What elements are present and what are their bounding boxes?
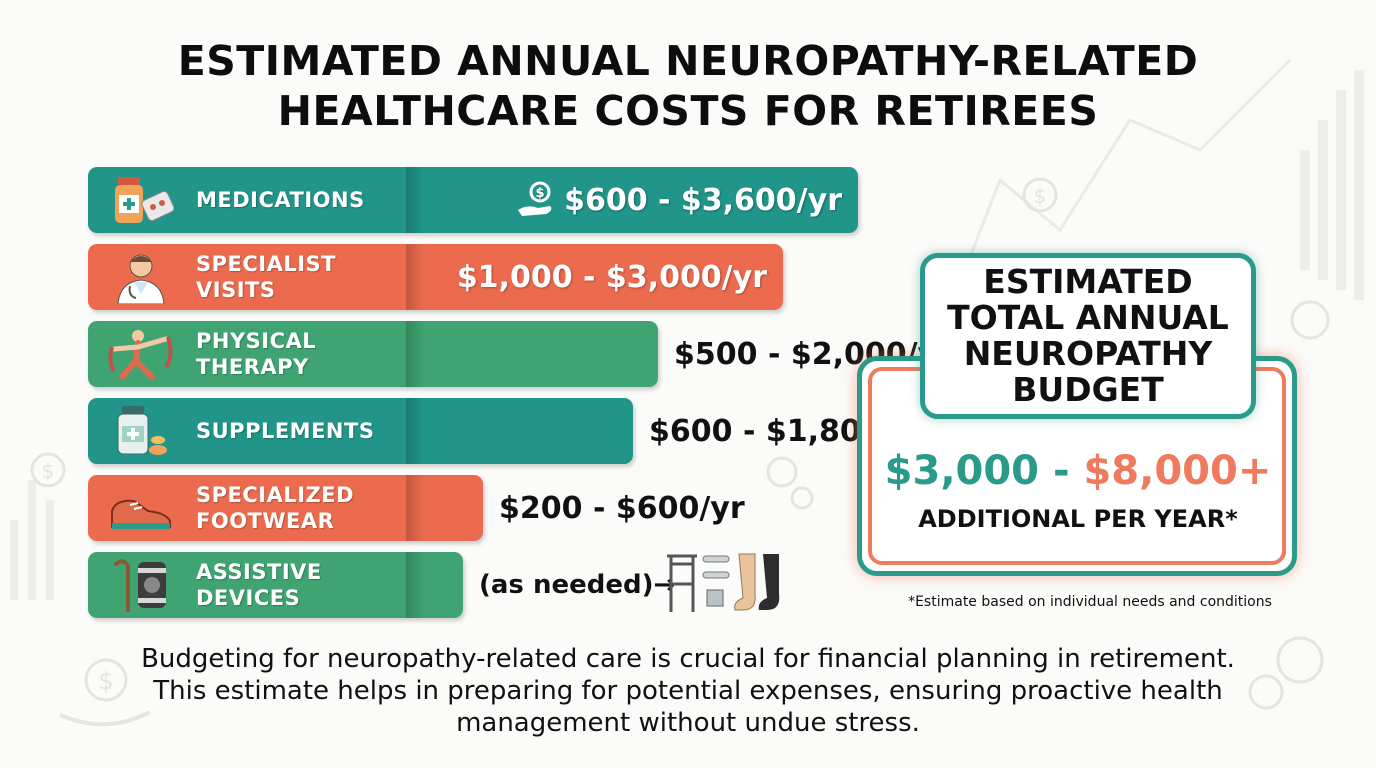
bar-specialist-visits: SPECIALIST VISITS [88, 244, 783, 310]
value-label: $ $600 - $3,600/yr [516, 167, 842, 233]
budget-range-low: $3,000 [884, 448, 1040, 494]
svg-text:$: $ [42, 459, 55, 483]
title-line-2: HEALTHCARE COSTS FOR RETIREES [277, 87, 1099, 135]
bar-physical-therapy: PHYSICAL THERAPY [88, 321, 658, 387]
value-label: $1,000 - $3,000/yr [456, 259, 767, 295]
budget-subtitle: ADDITIONAL PER YEAR* [918, 505, 1238, 533]
bar-fold-shadow [406, 475, 424, 541]
shoe-icon [108, 481, 174, 535]
walker-and-compression-socks-icon [667, 553, 780, 612]
stretching-person-icon [108, 327, 174, 381]
bar-assistive-devices: ASSISTIVE DEVICES [88, 552, 463, 618]
summary-text: Budgeting for neuropathy-related care is… [141, 644, 1235, 738]
value-text: $600 - $3,600/yr [564, 182, 842, 218]
category-label: PHYSICAL THERAPY [196, 329, 317, 379]
bar-fold-shadow [406, 398, 424, 464]
svg-text:$: $ [98, 667, 113, 695]
budget-range-separator: - [1039, 448, 1084, 494]
medicine-bottle-icon [108, 173, 175, 227]
bar-fold-shadow [406, 244, 424, 310]
money-hand-icon: $ [518, 181, 552, 216]
cane-and-brace-icon [108, 558, 174, 612]
supplement-bottle-icon [108, 404, 174, 458]
category-label: SUPPLEMENTS [196, 419, 375, 443]
cost-bar-chart: MEDICATIONS $ $600 - $3,600/yr SPECIALIST V… [88, 163, 952, 623]
svg-text:$: $ [1034, 184, 1047, 208]
doctor-icon [108, 250, 174, 305]
bar-fold-shadow [406, 321, 424, 387]
value-label: (as needed)→ [479, 570, 676, 600]
chart-title: ESTIMATED ANNUAL NEUROPATHY-RELATED HEAL… [0, 36, 1376, 136]
budget-footnote: *Estimate based on individual needs and … [908, 594, 1272, 610]
bar-fold-shadow [406, 167, 424, 233]
svg-text:$: $ [536, 186, 545, 201]
budget-range-high: $8,000+ [1083, 448, 1272, 494]
title-line-1: ESTIMATED ANNUAL NEUROPATHY-RELATED [177, 37, 1199, 85]
bar-medications: MEDICATIONS [88, 167, 858, 233]
category-label: SPECIALIZED FOOTWEAR [196, 483, 355, 533]
bar-fold-shadow [406, 552, 424, 618]
category-label: SPECIALIST VISITS [196, 252, 336, 302]
value-label: $200 - $600/yr [499, 490, 745, 526]
bar-specialized-footwear: SPECIALIZED FOOTWEAR [88, 475, 483, 541]
budget-range: $3,000 - $8,000+ [862, 448, 1294, 494]
bar-supplements: SUPPLEMENTS [88, 398, 633, 464]
category-label: ASSISTIVE DEVICES [196, 560, 322, 610]
budget-heading: ESTIMATED TOTAL ANNUAL NEUROPATHY BUDGET [920, 253, 1256, 419]
category-label: MEDICATIONS [196, 188, 365, 212]
